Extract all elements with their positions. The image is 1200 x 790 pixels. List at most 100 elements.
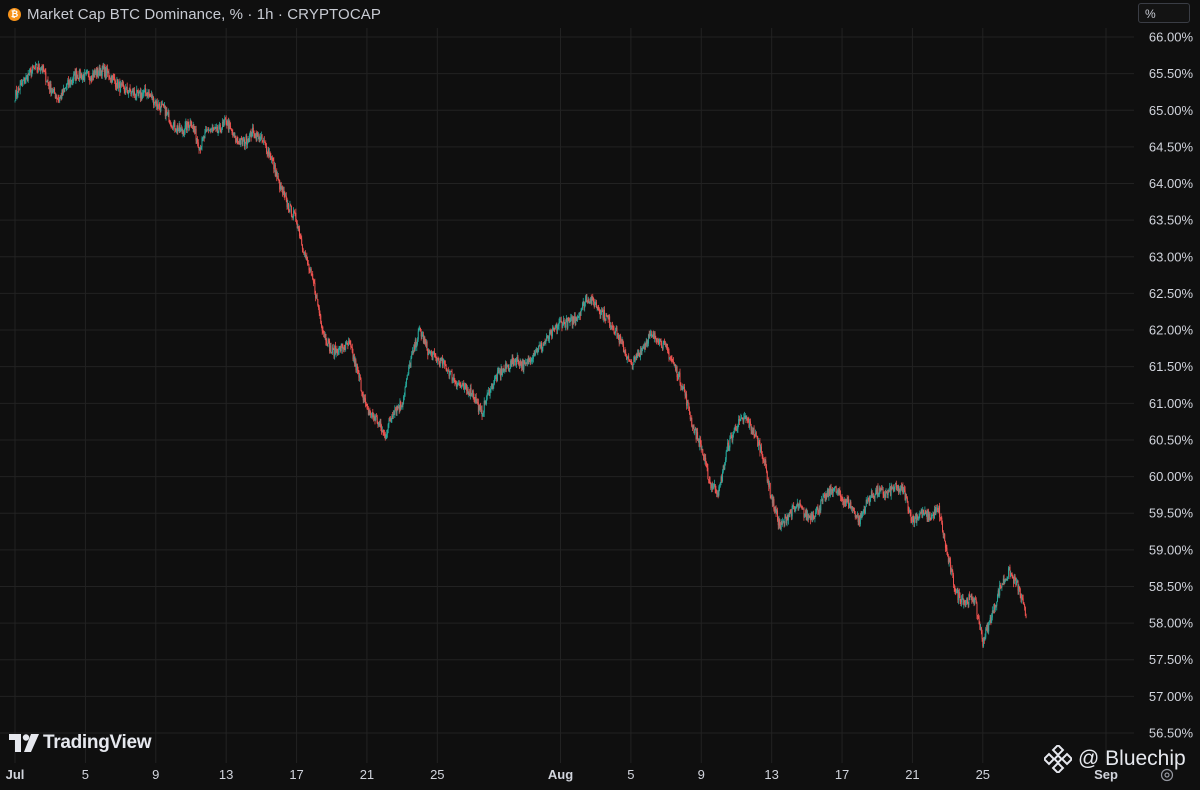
candle-body	[147, 92, 149, 97]
candle-body	[826, 494, 828, 496]
candle-body	[126, 86, 128, 93]
settings-icon[interactable]	[1160, 768, 1174, 782]
candle-body	[26, 75, 28, 81]
candle-body	[706, 463, 708, 468]
candle-body	[498, 370, 500, 373]
candle-body	[563, 320, 565, 323]
candle-body	[441, 358, 443, 361]
candle-body	[778, 519, 780, 526]
candle-body	[191, 127, 193, 129]
watermark-label: @ Bluechip	[1078, 747, 1186, 770]
candle-body	[704, 457, 706, 461]
candle-body	[708, 479, 710, 481]
x-tick-label: Jul	[6, 767, 25, 782]
candle-body	[438, 359, 440, 362]
candle-body	[914, 517, 916, 523]
candle-body	[859, 516, 861, 525]
candle-body	[140, 92, 142, 98]
candle-body	[690, 417, 692, 420]
candle-body	[906, 496, 908, 498]
candle-body	[804, 513, 806, 518]
candle-body	[320, 322, 322, 328]
candle-body	[637, 352, 639, 356]
candle-body	[629, 361, 631, 362]
candle-body	[598, 309, 600, 313]
x-axis[interactable]: Jul 5 9 13 17 21 25 Aug 5 9 13 17 21 25 Sep	[6, 767, 1118, 782]
candle-body	[755, 432, 757, 437]
candle-body	[900, 485, 902, 491]
candle-body	[261, 134, 263, 141]
candle-body	[472, 390, 474, 398]
candle-body	[458, 383, 460, 385]
candle-body	[730, 436, 732, 439]
candle-body	[461, 385, 463, 387]
candle-body	[938, 505, 940, 510]
candle-body	[304, 252, 306, 255]
candle-body	[197, 139, 199, 143]
candle-body	[230, 125, 232, 130]
candle-body	[712, 487, 714, 489]
candle-body	[864, 508, 866, 513]
candle-body	[233, 132, 235, 138]
candle-body	[252, 127, 254, 137]
candle-body	[609, 325, 611, 327]
candle-body	[994, 604, 996, 610]
candle-body	[913, 519, 915, 523]
candle-body	[381, 427, 383, 433]
candle-body	[823, 494, 825, 496]
candle-body	[850, 502, 852, 509]
candle-body	[123, 86, 125, 91]
candle-body	[931, 514, 933, 516]
candle-body	[554, 327, 556, 330]
candle-body	[542, 344, 544, 348]
candle-body	[774, 509, 776, 512]
candle-body	[386, 433, 388, 435]
candle-body	[134, 94, 136, 98]
candle-body	[266, 152, 268, 154]
candle-body	[499, 371, 501, 377]
candle-body	[276, 171, 278, 178]
candle-body	[125, 88, 127, 93]
candle-body	[180, 128, 182, 130]
candle-body	[835, 486, 837, 493]
candle-body	[288, 210, 290, 212]
candle-body	[546, 335, 548, 337]
candle-body	[291, 216, 293, 218]
candle-body	[160, 104, 162, 111]
candle-body	[351, 347, 353, 353]
candle-body	[694, 428, 696, 431]
candle-body	[456, 384, 458, 387]
candle-body	[68, 80, 70, 85]
candle-body	[342, 344, 344, 350]
candle-body	[557, 326, 559, 331]
candle-body	[1013, 576, 1015, 584]
candle-body	[939, 517, 941, 518]
candle-body	[226, 124, 228, 126]
candle-body	[296, 221, 298, 224]
candle-body	[529, 359, 531, 364]
candle-body	[52, 90, 54, 93]
candle-body	[903, 488, 905, 494]
x-tick-label: 13	[219, 767, 233, 782]
candle-body	[26, 75, 28, 77]
candle-body	[664, 342, 666, 345]
candle-body	[265, 145, 267, 153]
candle-body	[538, 345, 540, 347]
candle-body	[190, 121, 192, 125]
tradingview-logo[interactable]: TradingView	[9, 732, 152, 754]
candle-body	[164, 105, 166, 108]
candle-body	[271, 157, 273, 160]
unit-selector[interactable]: %	[1138, 3, 1190, 23]
candle-body	[222, 121, 224, 123]
y-axis[interactable]: 66.00% 65.50% 65.00% 64.50% 64.00% 63.50% 63.0…	[1149, 30, 1194, 741]
candle-body	[867, 498, 869, 499]
candle-body	[537, 351, 539, 353]
candle-body	[223, 121, 225, 123]
candle-body	[763, 461, 765, 463]
candle-body	[921, 509, 923, 517]
chart-title[interactable]: Market Cap BTC Dominance, % · 1h · CRYPT…	[27, 5, 381, 23]
candle-body	[442, 361, 444, 366]
candle-body	[482, 413, 484, 417]
